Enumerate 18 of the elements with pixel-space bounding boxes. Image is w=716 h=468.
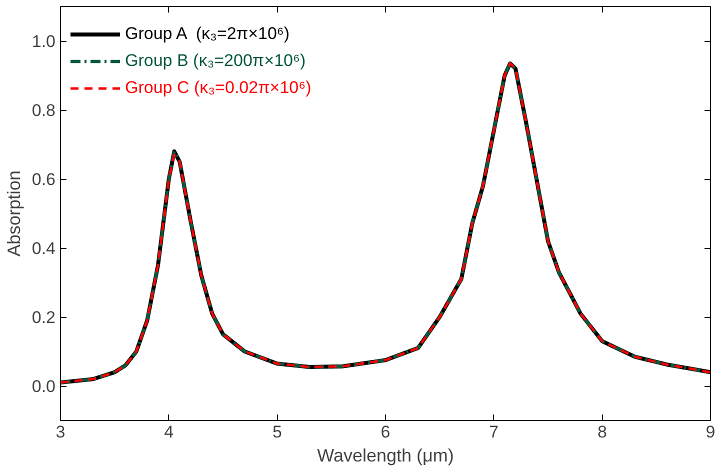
x-tick-label: 6 bbox=[380, 422, 390, 442]
y-tick-label: 0.2 bbox=[32, 308, 56, 327]
x-tick-label: 4 bbox=[164, 422, 174, 442]
y-tick-label: 0.0 bbox=[32, 377, 56, 396]
x-tick-label: 9 bbox=[706, 422, 716, 442]
x-axis-title: Wavelength (μm) bbox=[317, 446, 454, 466]
legend-label: Group C (κ₃=0.02π×10⁶) bbox=[125, 78, 312, 98]
legend-label: Group B (κ₃=200π×10⁶) bbox=[125, 51, 306, 71]
x-tick-label: 3 bbox=[56, 422, 66, 442]
x-tick-label: 7 bbox=[489, 422, 499, 442]
y-tick-label: 0.6 bbox=[32, 170, 56, 189]
x-tick-label: 5 bbox=[272, 422, 282, 442]
legend-label: Group A (κ₃=2π×10⁶) bbox=[125, 24, 290, 44]
y-tick-label: 1.0 bbox=[32, 32, 56, 51]
y-tick-label: 0.8 bbox=[32, 101, 56, 120]
y-axis-title: Absorption bbox=[4, 170, 24, 257]
y-tick-label: 0.4 bbox=[32, 239, 56, 258]
x-tick-label: 8 bbox=[597, 422, 607, 442]
